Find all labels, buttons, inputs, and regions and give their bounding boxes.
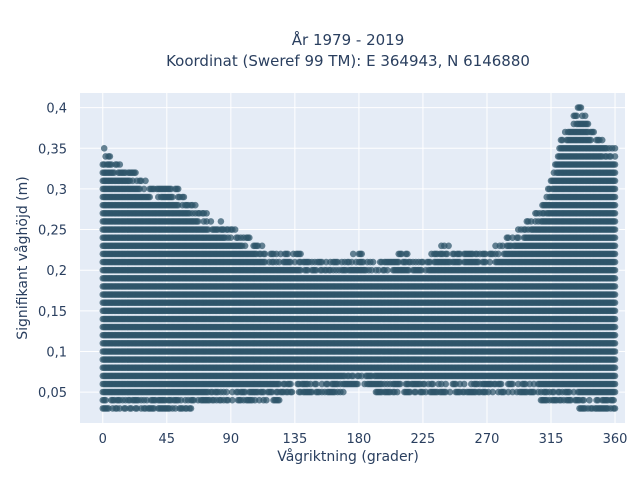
data-point (445, 242, 452, 250)
data-point (102, 396, 109, 404)
data-point (443, 250, 451, 258)
data-point (203, 210, 210, 217)
data-point (132, 169, 139, 176)
data-point (180, 193, 188, 201)
data-point (275, 396, 283, 404)
data-point (142, 177, 149, 185)
data-point (194, 218, 202, 225)
data-point (261, 250, 269, 258)
data-point (207, 218, 215, 225)
data-point (354, 380, 361, 388)
data-point (246, 234, 253, 241)
data-point (287, 380, 294, 388)
data-point (258, 242, 266, 250)
data-point (404, 250, 411, 258)
data-point (312, 380, 320, 388)
data-point (288, 388, 296, 396)
data-point (140, 185, 148, 193)
data-point (229, 396, 236, 404)
data-point (349, 250, 357, 258)
data-point (429, 380, 437, 388)
data-point (263, 396, 270, 404)
data-point (174, 185, 182, 193)
data-point (227, 234, 235, 241)
data-point (384, 266, 391, 274)
data-point (369, 258, 377, 266)
data-point (394, 388, 401, 396)
data-points (99, 104, 619, 412)
data-point (223, 388, 230, 396)
data-point (446, 388, 454, 396)
data-point (116, 161, 124, 168)
data-point (169, 193, 176, 201)
data-point (231, 226, 239, 233)
data-point (241, 242, 249, 250)
data-point (442, 380, 450, 388)
data-point (187, 405, 195, 412)
data-point (217, 218, 225, 225)
data-point (396, 380, 404, 388)
data-point (297, 250, 304, 258)
data-point (146, 193, 153, 201)
data-point (192, 201, 199, 209)
data-point (100, 145, 108, 152)
data-point (340, 388, 347, 396)
data-point (106, 153, 114, 160)
data-point (358, 250, 366, 258)
